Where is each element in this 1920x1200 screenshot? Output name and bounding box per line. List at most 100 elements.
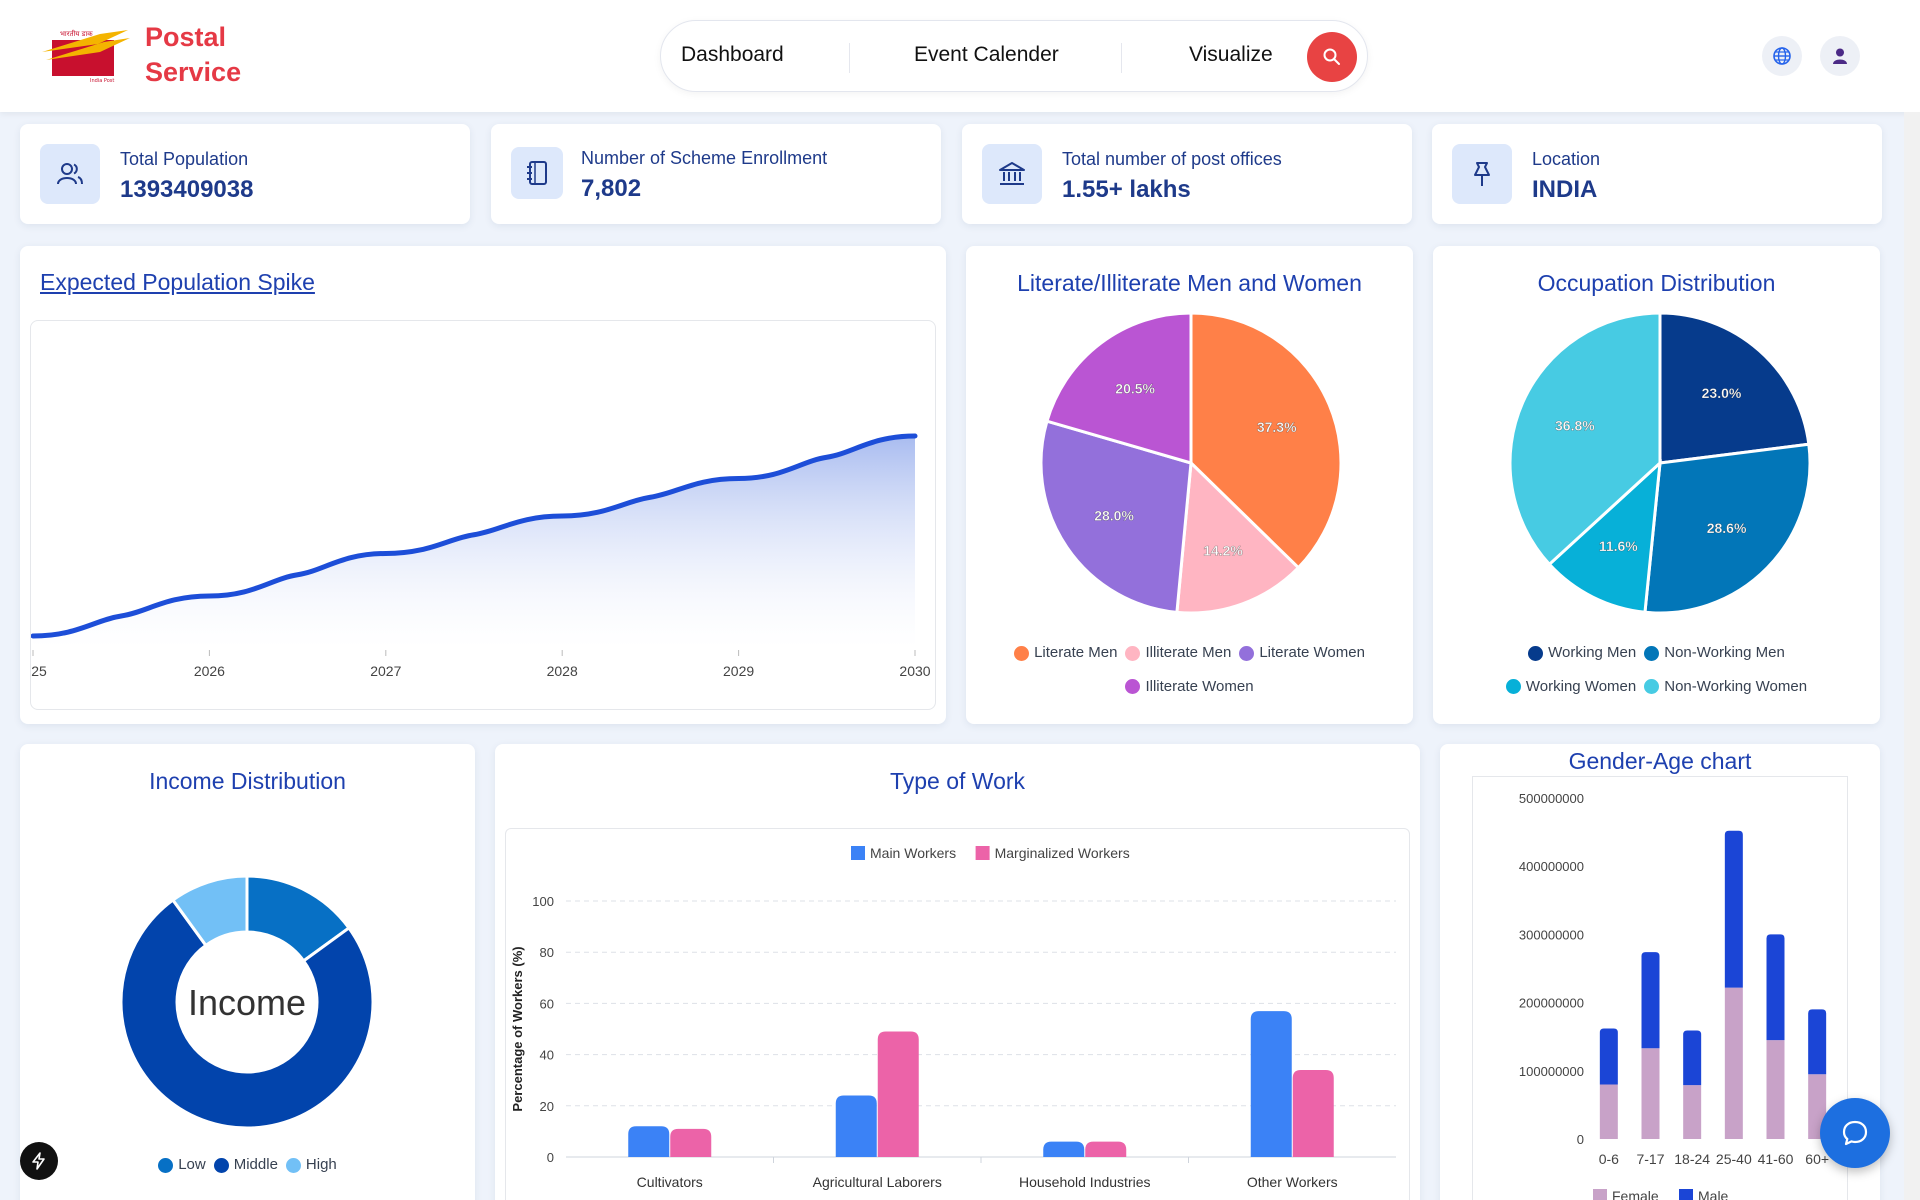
nav-visualize[interactable]: Visualize	[1189, 43, 1273, 66]
population-x-tick-label: 2027	[370, 663, 401, 679]
work-bar-main-workers[interactable]	[628, 1126, 670, 1157]
legend-item[interactable]: Non-Working Women	[1644, 672, 1807, 702]
gender-age-bar-male[interactable]	[1599, 1028, 1618, 1085]
pie-slice-middle[interactable]	[119, 897, 375, 1130]
legend-swatch	[1239, 645, 1255, 661]
legend-label: High	[305, 1156, 337, 1173]
legend-item[interactable]: Working Men	[1528, 638, 1636, 668]
page-scrollbar[interactable]	[1904, 112, 1920, 1200]
work-bar-marginalized-workers[interactable]	[877, 1031, 919, 1157]
gender-age-bar-female[interactable]	[1599, 1084, 1618, 1139]
bank-icon	[982, 144, 1042, 204]
pie-slice-label: 28.0%	[1094, 507, 1134, 523]
gender-age-bar-female[interactable]	[1683, 1085, 1702, 1139]
legend-item[interactable]: Literate Women	[1239, 638, 1365, 668]
legend-item[interactable]: Working Women	[1505, 672, 1636, 702]
gender-age-x-tick-label: 25-40	[1716, 1151, 1752, 1167]
chat-button[interactable]	[1820, 1098, 1890, 1168]
work-legend-item[interactable]: Marginalized Workers	[975, 845, 1130, 861]
population-chart-title[interactable]: Expected Population Spike	[40, 269, 315, 295]
pie-slice-literate-men[interactable]	[1189, 311, 1343, 570]
legend-swatch	[285, 1157, 301, 1173]
pie-slice-working-men[interactable]	[1658, 311, 1811, 465]
literacy-panel: Literate/Illiterate Men and Women 37.3% 1…	[966, 246, 1413, 724]
main-nav: Dashboard Event Calender Visualize	[660, 20, 1368, 92]
nav-divider	[1121, 43, 1122, 73]
work-bar-marginalized-workers[interactable]	[1292, 1069, 1334, 1157]
gender-age-legend-item[interactable]: Male	[1679, 1188, 1729, 1200]
gender-age-bar-female[interactable]	[1766, 1040, 1785, 1139]
gender-age-legend-item[interactable]: Female	[1593, 1188, 1659, 1200]
pie-slice-label: 28.6%	[1707, 520, 1747, 536]
pie-slice-literate-women[interactable]	[1039, 419, 1193, 614]
population-x-tick-label: 2026	[194, 663, 225, 679]
legend-swatch	[158, 1157, 174, 1173]
search-button[interactable]	[1307, 32, 1357, 82]
pie-slice-illiterate-women[interactable]	[1045, 311, 1193, 465]
occupation-chart-title: Occupation Distribution	[1537, 270, 1776, 296]
literacy-pie-chart: 37.3% 14.2% 28.0% 20.5%	[1039, 311, 1343, 615]
gender-age-bar-male[interactable]	[1683, 1030, 1702, 1086]
work-bar-main-workers[interactable]	[1250, 1011, 1292, 1157]
income-legend: Low Middle High	[20, 1150, 475, 1184]
legend-item[interactable]: High	[285, 1150, 337, 1180]
gender-age-bar-male[interactable]	[1724, 830, 1743, 988]
work-bar-main-workers[interactable]	[1043, 1141, 1085, 1157]
legend-item[interactable]: Non-Working Men	[1644, 638, 1785, 668]
legend-swatch	[1644, 679, 1660, 694]
legend-swatch	[851, 846, 865, 860]
income-panel: Income Distribution Income Low Middle High	[20, 744, 475, 1200]
legend-item[interactable]: Illiterate Men	[1125, 638, 1231, 668]
gender-age-bar-female[interactable]	[1724, 987, 1743, 1139]
legend-item[interactable]: Literate Men	[1014, 638, 1117, 668]
pie-slice-working-women[interactable]	[1547, 459, 1662, 614]
legend-item[interactable]: Middle	[213, 1150, 278, 1180]
work-bar-marginalized-workers[interactable]	[1085, 1141, 1127, 1157]
nav-event-calender[interactable]: Event Calender	[914, 43, 1059, 66]
stat-label: Total number of post offices	[1062, 149, 1282, 169]
population-line	[31, 433, 918, 639]
search-icon	[1323, 48, 1340, 65]
work-legend-item[interactable]: Main Workers	[851, 845, 956, 861]
work-x-tick-label: Other Workers	[1247, 1174, 1338, 1190]
globe-icon	[1773, 47, 1791, 65]
legend-label: Non-Working Men	[1664, 644, 1785, 661]
pie-slice-non-working-men[interactable]	[1643, 442, 1812, 615]
notebook-icon	[511, 147, 563, 199]
population-panel: Expected Population Spike 25 2026 2027 2028…	[20, 246, 946, 724]
language-button[interactable]	[1762, 36, 1802, 76]
gender-age-y-tick-label: 400000000	[1519, 859, 1584, 874]
gender-age-bar-male[interactable]	[1641, 952, 1660, 1049]
work-y-tick-label: 80	[540, 945, 554, 960]
legend-swatch	[1505, 679, 1521, 694]
legend-swatch	[1125, 645, 1141, 661]
legend-item[interactable]: Low	[158, 1150, 206, 1180]
legend-item[interactable]: Illiterate Women	[1125, 672, 1254, 702]
legend-swatch	[213, 1157, 229, 1173]
pie-slice-high[interactable]	[170, 874, 249, 948]
gender-age-x-tick-label: 60+	[1805, 1151, 1829, 1167]
gender-age-bar-female[interactable]	[1641, 1048, 1660, 1139]
work-bar-marginalized-workers[interactable]	[670, 1128, 712, 1157]
stat-label: Location	[1532, 149, 1601, 169]
gender-age-x-tick-label: 41-60	[1758, 1151, 1794, 1167]
pie-slice-illiterate-men[interactable]	[1175, 459, 1301, 615]
work-x-tick-label: Agricultural Laborers	[813, 1174, 942, 1190]
occupation-pie-chart: 23.0% 28.6% 11.6% 36.8%	[1508, 311, 1812, 615]
gender-age-stacked-bar-chart: 0 100000000 200000000 300000000 400000000 500…	[1519, 791, 1829, 1200]
work-y-tick-label: 0	[547, 1150, 554, 1165]
gender-age-bar-male[interactable]	[1808, 1009, 1827, 1075]
legend-label: Middle	[233, 1156, 278, 1173]
work-y-axis-label: Percentage of Workers (%)	[510, 946, 525, 1111]
income-doughnut-chart: Income	[119, 874, 375, 1130]
legend-label: Low	[178, 1156, 206, 1173]
legend-swatch	[1014, 645, 1030, 661]
pie-slice-non-working-women[interactable]	[1508, 311, 1662, 567]
profile-button[interactable]	[1820, 36, 1860, 76]
gender-age-bar-male[interactable]	[1766, 934, 1785, 1041]
legend-label: Non-Working Women	[1664, 677, 1808, 695]
nav-dashboard[interactable]: Dashboard	[681, 43, 784, 66]
work-bar-main-workers[interactable]	[835, 1095, 877, 1157]
stat-card-location: Location INDIA	[1432, 124, 1882, 224]
quick-action-button[interactable]	[20, 1142, 58, 1180]
